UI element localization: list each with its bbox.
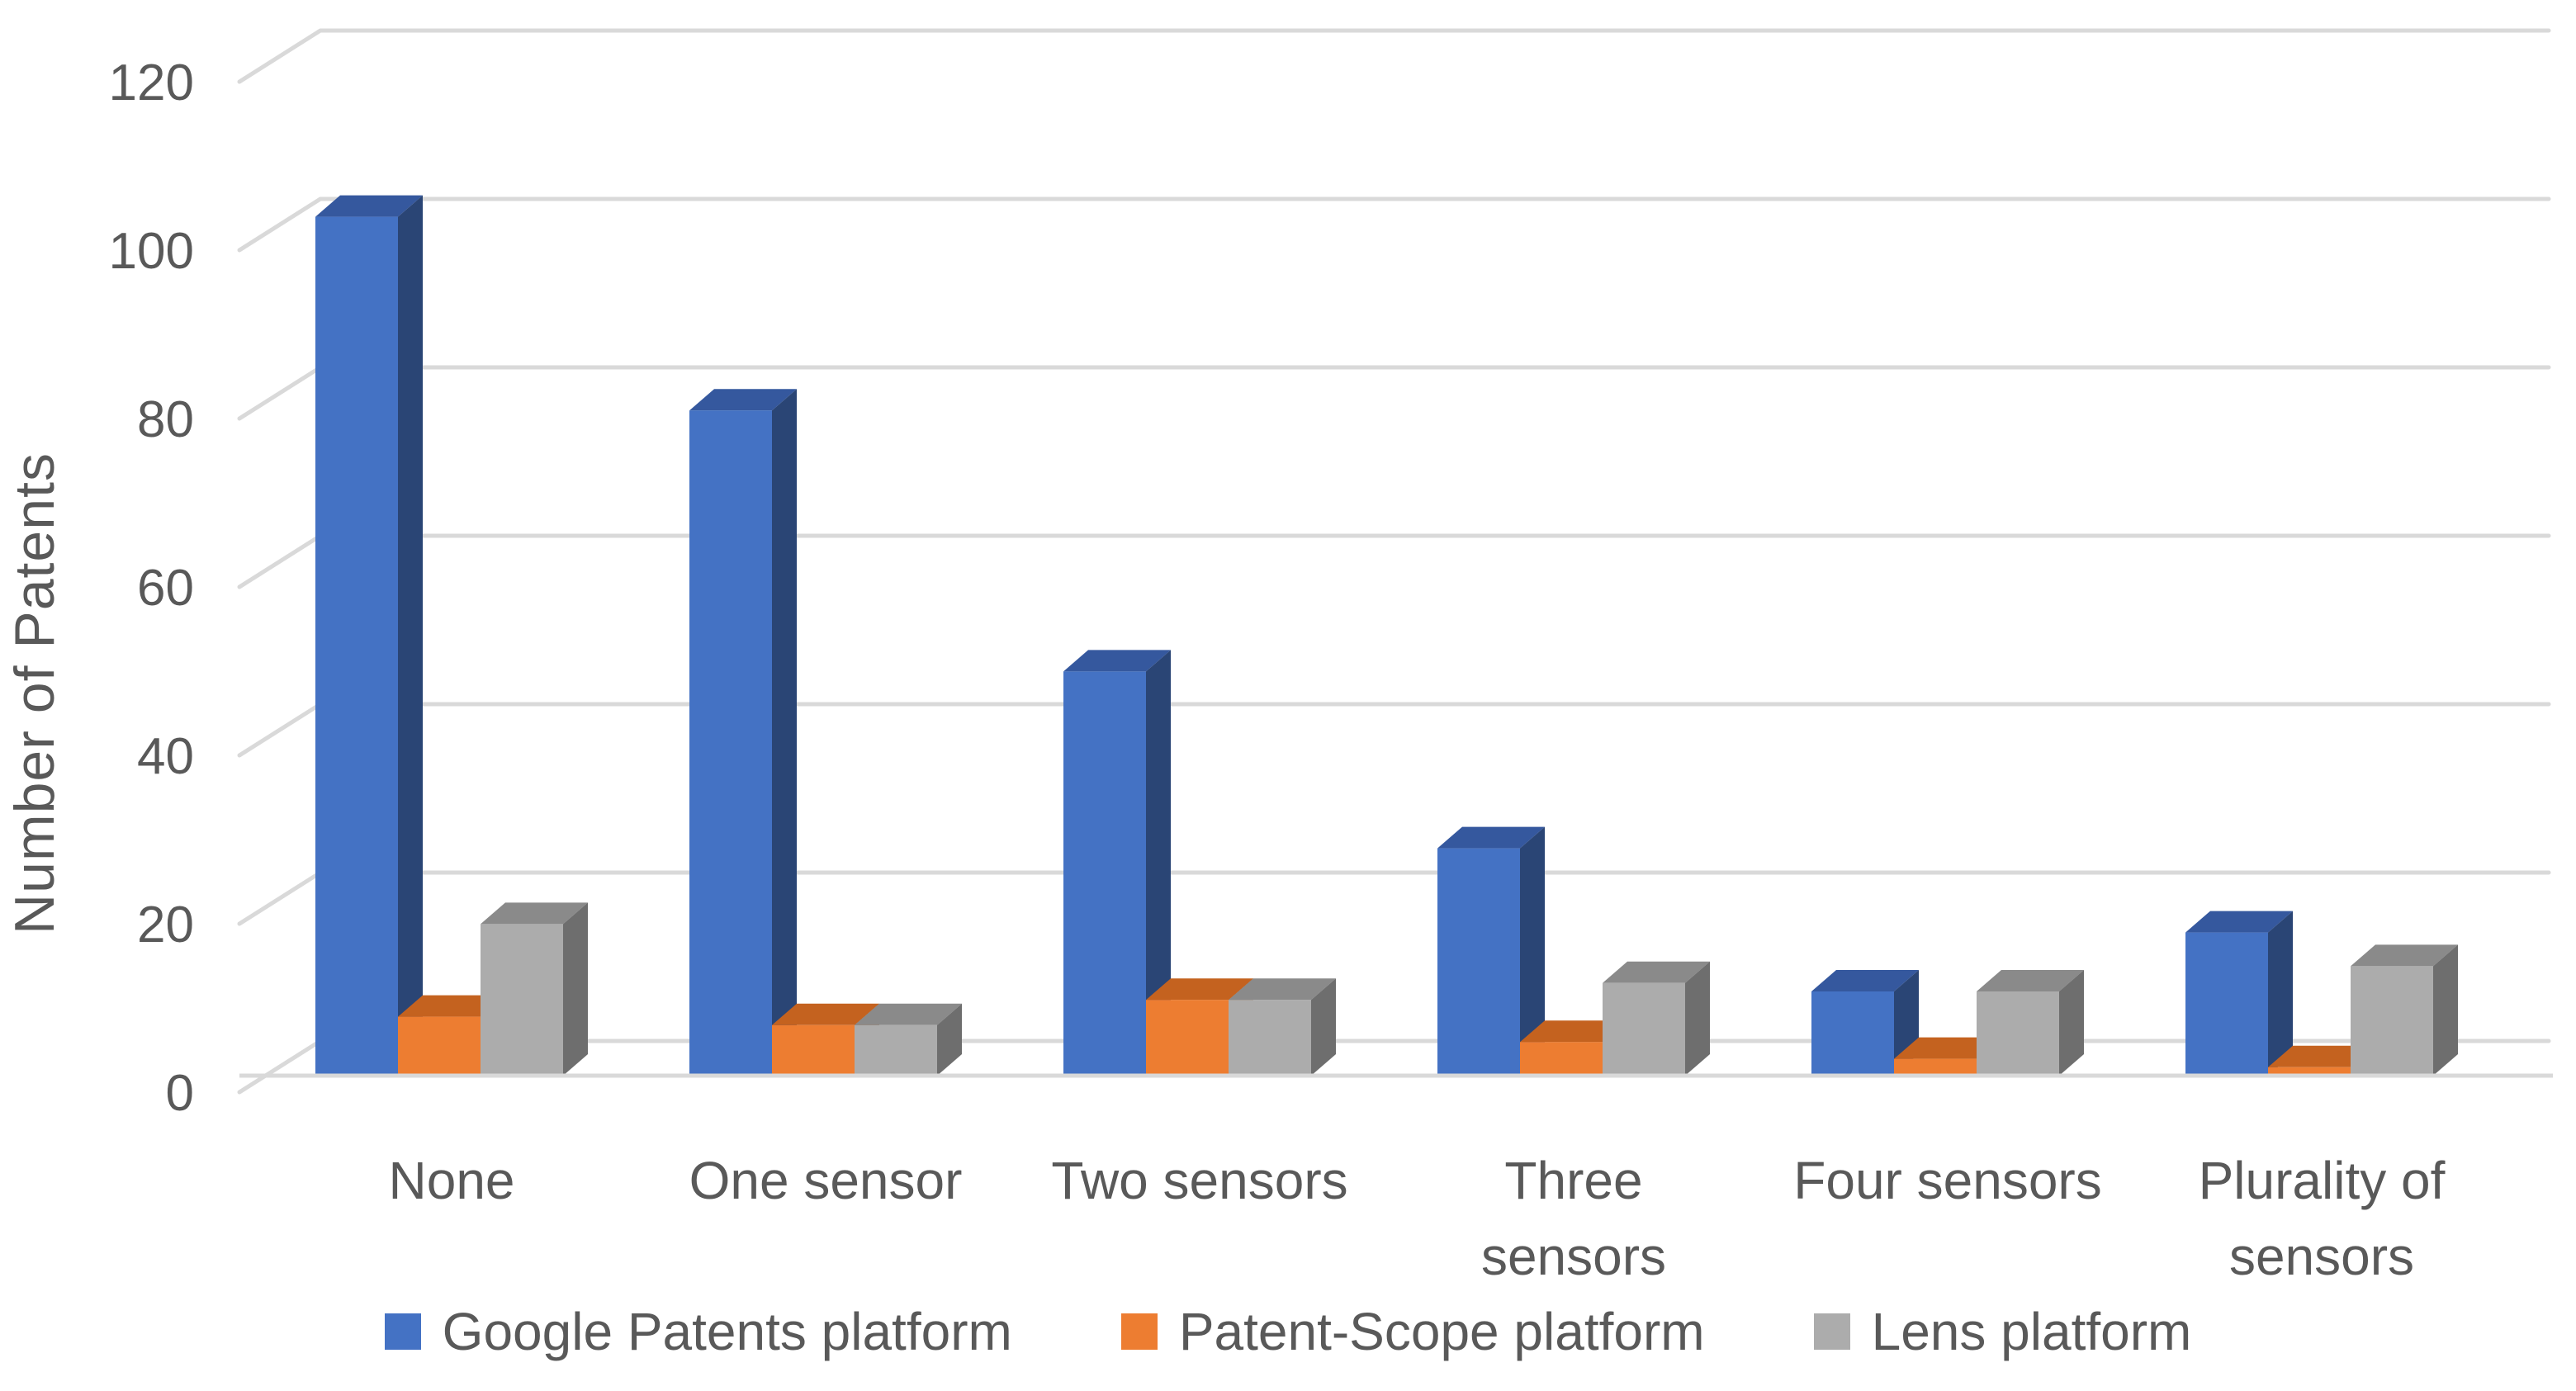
bar	[2268, 1067, 2351, 1076]
bar	[1811, 991, 1894, 1076]
bar	[1894, 1058, 1977, 1076]
category-label: sensors	[2229, 1227, 2414, 1286]
bar-side-face	[772, 389, 797, 1076]
bar-top-face	[1603, 961, 1710, 983]
bar-side-face	[2268, 911, 2293, 1076]
category-label: One sensor	[689, 1151, 963, 1210]
category-label: Three	[1504, 1151, 1642, 1210]
legend-label: Google Patents platform	[442, 1302, 1012, 1361]
category-label: Plurality of	[2199, 1151, 2446, 1210]
bar	[398, 1016, 481, 1076]
bar-top-face	[1437, 826, 1545, 849]
bar-side-face	[398, 195, 423, 1076]
gridline	[237, 365, 2551, 421]
bar	[1520, 1042, 1603, 1076]
gridline	[237, 28, 2551, 84]
y-tick-label: 20	[137, 897, 194, 953]
bar-top-face	[398, 995, 505, 1017]
bar	[772, 1024, 855, 1076]
y-tick-label: 40	[137, 728, 194, 785]
y-tick-label: 80	[137, 391, 194, 448]
bar-side-face	[1146, 650, 1171, 1076]
bar-side-face	[563, 902, 588, 1076]
legend-item: Google Patents platform	[384, 1301, 1012, 1362]
bar	[689, 410, 772, 1076]
bar-top-face	[1063, 650, 1171, 672]
bar-top-face	[855, 1003, 962, 1025]
bar-side-face	[1311, 978, 1336, 1076]
bar-side-face	[1520, 826, 1545, 1076]
legend-label: Lens platform	[1871, 1302, 2192, 1361]
legend-item: Patent-Scope platform	[1120, 1301, 1705, 1362]
bar-top-face	[1520, 1020, 1627, 1043]
bar	[1437, 848, 1520, 1076]
bar-side-face	[1685, 961, 1710, 1076]
category-label: sensors	[1481, 1227, 1666, 1286]
bar	[1603, 982, 1685, 1076]
category-label: Two sensors	[1051, 1151, 1347, 1210]
category-label: Four sensors	[1793, 1151, 2101, 1210]
bar	[1063, 671, 1146, 1076]
legend-swatch-icon	[1813, 1313, 1850, 1350]
bar	[2185, 932, 2268, 1076]
bar-top-face	[1146, 978, 1253, 1001]
legend-label: Patent-Scope platform	[1178, 1302, 1705, 1361]
bar-top-face	[2268, 1045, 2375, 1067]
bar-side-face	[937, 1003, 962, 1076]
bar-top-face	[2351, 944, 2458, 967]
bar	[1229, 1000, 1311, 1076]
category-label: None	[389, 1151, 515, 1210]
bar-top-face	[1894, 1037, 2001, 1059]
bar-top-face	[315, 195, 423, 217]
y-tick-label: 60	[137, 560, 194, 617]
bar	[855, 1024, 937, 1076]
bar	[2351, 966, 2433, 1076]
bar-top-face	[689, 389, 797, 411]
y-tick-label: 120	[109, 54, 194, 111]
bar-top-face	[1229, 978, 1336, 1001]
legend-item: Lens platform	[1813, 1301, 2192, 1362]
y-tick-label: 0	[166, 1065, 194, 1122]
gridline	[237, 533, 2551, 589]
gridline	[237, 196, 2551, 253]
legend: Google Patents platform Patent-Scope plat…	[0, 1294, 2576, 1369]
bar	[481, 924, 563, 1076]
y-tick-label: 100	[109, 223, 194, 280]
bar-top-face	[772, 1003, 879, 1025]
gridline	[237, 702, 2551, 758]
bar-top-face	[1811, 970, 1919, 991]
bar-top-face	[481, 902, 588, 925]
bar-side-face	[2433, 944, 2458, 1076]
bar	[315, 216, 398, 1076]
bar-side-face	[2059, 970, 2084, 1076]
legend-swatch-icon	[1120, 1313, 1158, 1350]
bar	[1977, 991, 2059, 1076]
bar-top-face	[1977, 970, 2084, 991]
bar-top-face	[2185, 911, 2293, 933]
bar	[1146, 1000, 1229, 1076]
legend-swatch-icon	[384, 1313, 421, 1350]
